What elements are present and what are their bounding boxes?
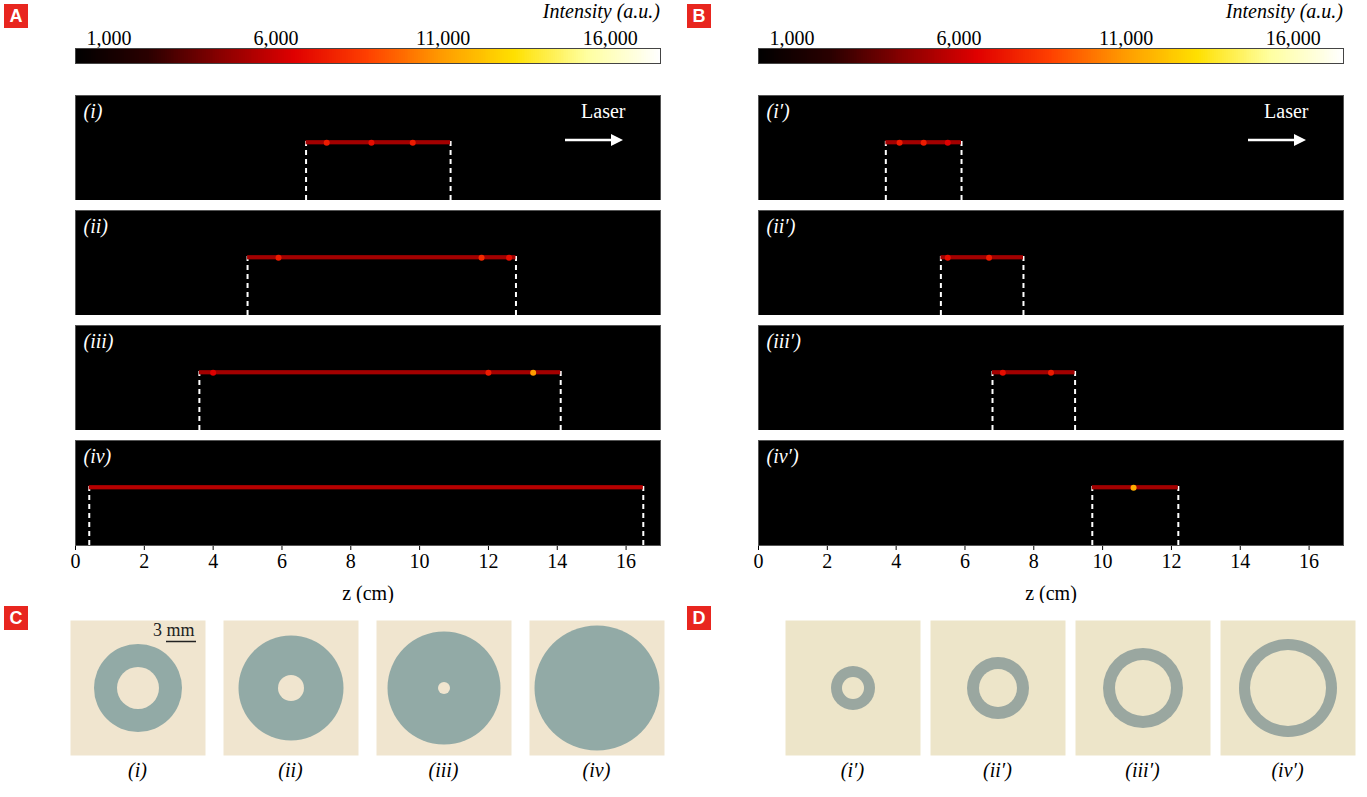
- html-text:C: C: [9, 608, 23, 628]
- svg-text:6,000: 6,000: [937, 27, 982, 49]
- svg-text:(i): (i): [84, 100, 103, 123]
- svg-text:6,000: 6,000: [254, 27, 299, 49]
- svg-text:(iv′): (iv′): [767, 445, 799, 468]
- svg-text:16: 16: [1299, 550, 1319, 572]
- html-text:(iv′): (iv′): [1271, 759, 1304, 781]
- html-text:(ii′): (ii′): [983, 759, 1012, 781]
- svg-text:8: 8: [346, 550, 356, 572]
- svg-text:(iv): (iv): [84, 445, 112, 468]
- svg-text:12: 12: [478, 550, 498, 572]
- svg-text:16,000: 16,000: [583, 27, 638, 49]
- svg-text:2: 2: [822, 550, 832, 572]
- svg-text:z (cm): z (cm): [342, 582, 394, 604]
- svg-text:1,000: 1,000: [769, 27, 814, 49]
- html-text:(ii): (ii): [278, 759, 303, 781]
- svg-text:4: 4: [208, 550, 218, 572]
- html-text:Intensity (a.u.): Intensity (a.u.): [1225, 0, 1343, 22]
- svg-text:14: 14: [1230, 550, 1250, 572]
- svg-text:0: 0: [71, 550, 81, 572]
- svg-text:4: 4: [891, 550, 901, 572]
- svg-text:1,000: 1,000: [86, 27, 131, 49]
- svg-text:8: 8: [1029, 550, 1039, 572]
- svg-text:10: 10: [410, 550, 430, 572]
- html-text:B: B: [692, 6, 706, 26]
- html-text:(i): (i): [128, 759, 147, 781]
- svg-text:16,000: 16,000: [1266, 27, 1321, 49]
- svg-text:(i′): (i′): [767, 100, 791, 123]
- svg-text:6: 6: [277, 550, 287, 572]
- svg-text:16: 16: [616, 550, 636, 572]
- svg-text:0: 0: [754, 550, 764, 572]
- svg-text:12: 12: [1161, 550, 1181, 572]
- svg-text:10: 10: [1093, 550, 1113, 572]
- svg-text:(iii′): (iii′): [767, 330, 802, 353]
- svg-text:z (cm): z (cm): [1025, 582, 1077, 604]
- html-text:(iii′): (iii′): [1125, 759, 1160, 781]
- html-text:(i′): (i′): [840, 759, 865, 781]
- html-text:(iv): (iv): [582, 759, 611, 781]
- html-text:D: D: [692, 608, 706, 628]
- svg-text:14: 14: [547, 550, 567, 572]
- html-text:A: A: [9, 6, 23, 26]
- svg-text:11,000: 11,000: [416, 27, 470, 49]
- svg-text:(iii): (iii): [84, 330, 114, 353]
- svg-text:6: 6: [960, 550, 970, 572]
- svg-text:3 mm: 3 mm: [153, 620, 195, 640]
- svg-text:(ii′): (ii′): [767, 215, 796, 238]
- svg-text:2: 2: [139, 550, 149, 572]
- svg-text:11,000: 11,000: [1099, 27, 1153, 49]
- html-text:(iii): (iii): [428, 759, 459, 781]
- svg-text:Laser: Laser: [581, 100, 626, 122]
- svg-text:(ii): (ii): [84, 215, 109, 238]
- html-text:Intensity (a.u.): Intensity (a.u.): [542, 0, 660, 22]
- svg-text:Laser: Laser: [1264, 100, 1309, 122]
